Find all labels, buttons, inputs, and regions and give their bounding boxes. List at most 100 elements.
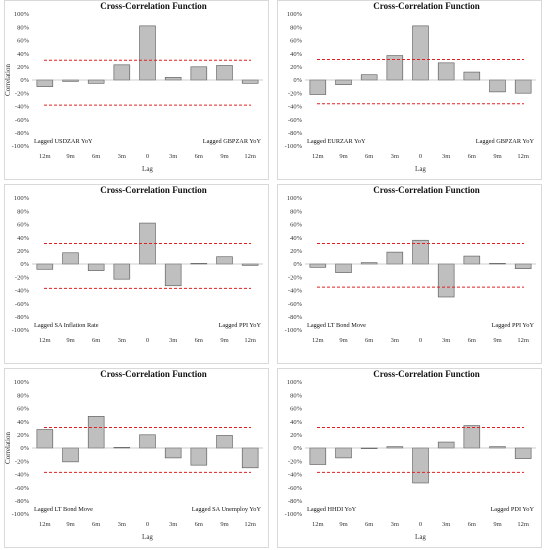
y-tick-label: 40% bbox=[17, 419, 30, 426]
y-tick-label: 80% bbox=[17, 392, 30, 399]
y-tick-label: -60% bbox=[15, 485, 30, 492]
bar bbox=[360, 74, 378, 81]
y-tick-label: -40% bbox=[15, 472, 30, 479]
chart-5-svg: Cross-Correlation Function 100% 80% 60% 40% 2… bbox=[4, 368, 269, 548]
y-tick-label: 80% bbox=[290, 392, 303, 399]
x-tick-label: 6m bbox=[365, 337, 373, 344]
y-tick-label: 100% bbox=[287, 11, 303, 18]
bar bbox=[139, 25, 156, 81]
x-tick-label: 6m bbox=[365, 521, 373, 528]
bar bbox=[437, 263, 455, 298]
bar bbox=[113, 64, 131, 81]
bar bbox=[62, 252, 79, 265]
y-tick-label: -60% bbox=[15, 301, 30, 308]
y-tick-label: -20% bbox=[288, 274, 303, 281]
y-tick-label: -40% bbox=[288, 288, 303, 295]
y-tick-label: -40% bbox=[288, 472, 303, 479]
bar bbox=[36, 429, 54, 449]
bar bbox=[463, 71, 481, 81]
target-series-label: Lagged GBPZAR YoY bbox=[203, 138, 262, 145]
x-tick-label: 9m bbox=[220, 337, 228, 344]
y-tick-label: 20% bbox=[290, 432, 303, 439]
y-tick-label: -60% bbox=[288, 485, 303, 492]
y-tick-label: 0% bbox=[20, 77, 29, 84]
x-tick-label: 6m bbox=[468, 153, 476, 160]
x-tick-label: 3m bbox=[442, 153, 450, 160]
y-tick-label: 100% bbox=[287, 195, 303, 202]
y-tick-label: -100% bbox=[285, 143, 303, 150]
x-tick-label: 3m bbox=[391, 153, 399, 160]
bar bbox=[412, 25, 429, 81]
bar bbox=[514, 447, 532, 459]
x-tick-label: 12m bbox=[39, 521, 51, 528]
x-tick-label: 6m bbox=[195, 337, 203, 344]
x-tick-label: 3m bbox=[442, 521, 450, 528]
bar bbox=[335, 447, 352, 459]
x-axis-label: Lag bbox=[415, 165, 426, 173]
y-tick-label: -60% bbox=[288, 117, 303, 124]
x-tick-label: 3m bbox=[169, 153, 177, 160]
y-tick-label: 60% bbox=[290, 406, 303, 413]
x-tick-label: 9m bbox=[66, 153, 74, 160]
target-series-label: Lagged PDI YoY bbox=[490, 506, 534, 513]
x-tick-label: 9m bbox=[339, 337, 347, 344]
y-tick-label: 60% bbox=[17, 406, 30, 413]
target-series-label: Lagged GBPZAR YoY bbox=[476, 138, 535, 145]
y-tick-label: 100% bbox=[14, 11, 30, 18]
bar bbox=[139, 434, 156, 449]
chart-6-svg: Cross-Correlation Function 100% 80% 60% 40% 2… bbox=[277, 368, 542, 548]
y-tick-label: 60% bbox=[17, 38, 30, 45]
y-tick-label: 100% bbox=[14, 379, 30, 386]
lagged-series-label: Lagged SA Inflation Rate bbox=[34, 322, 99, 329]
y-tick-label: 0% bbox=[293, 445, 302, 452]
lagged-series-label: Lagged LT Bond Move bbox=[307, 322, 366, 329]
x-tick-label: 0 bbox=[419, 521, 422, 528]
lagged-series-label: Lagged LT Bond Move bbox=[34, 506, 93, 513]
y-tick-label: 80% bbox=[290, 24, 303, 31]
x-tick-label: 3m bbox=[391, 521, 399, 528]
y-tick-label: 0% bbox=[20, 445, 29, 452]
x-axis-label: Lag bbox=[142, 165, 153, 173]
x-tick-label: 0 bbox=[419, 153, 422, 160]
x-tick-label: 9m bbox=[339, 153, 347, 160]
x-tick-label: 3m bbox=[118, 153, 126, 160]
chart-frame bbox=[277, 184, 542, 364]
bar bbox=[412, 447, 429, 484]
bar bbox=[437, 62, 455, 81]
bar bbox=[62, 447, 79, 463]
bar bbox=[463, 255, 481, 265]
x-tick-label: 6m bbox=[195, 153, 203, 160]
x-tick-label: 12m bbox=[312, 153, 324, 160]
y-tick-label: 100% bbox=[287, 379, 303, 386]
bar bbox=[216, 256, 233, 265]
lagged-series-label: Lagged HHDI YoY bbox=[307, 506, 357, 513]
x-tick-label: 3m bbox=[442, 337, 450, 344]
y-tick-label: -20% bbox=[15, 90, 30, 97]
bar bbox=[309, 263, 327, 268]
y-tick-label: -60% bbox=[15, 117, 30, 124]
bar bbox=[36, 79, 54, 87]
chart-1-svg: Cross-Correlation Function 100% 80% 60% 40% 2… bbox=[4, 0, 269, 180]
y-tick-label: -20% bbox=[288, 458, 303, 465]
bar bbox=[309, 447, 327, 465]
bar bbox=[335, 263, 352, 273]
y-tick-label: -80% bbox=[15, 498, 30, 505]
x-axis-label: Lag bbox=[142, 533, 153, 541]
chart-3-svg: Cross-Correlation Function 100% 80% 60% 40% 2… bbox=[4, 184, 269, 364]
y-tick-label: -80% bbox=[288, 314, 303, 321]
y-tick-label: 0% bbox=[293, 77, 302, 84]
bar bbox=[335, 79, 352, 85]
lagged-series-label: Lagged EURZAR YoY bbox=[307, 138, 366, 145]
bar bbox=[386, 251, 404, 265]
x-tick-label: 12m bbox=[517, 153, 529, 160]
x-tick-label: 0 bbox=[146, 521, 149, 528]
bar bbox=[36, 263, 54, 270]
y-tick-label: 100% bbox=[14, 195, 30, 202]
y-tick-label: -80% bbox=[288, 498, 303, 505]
x-tick-label: 0 bbox=[146, 337, 149, 344]
x-tick-label: 3m bbox=[169, 337, 177, 344]
y-tick-label: -20% bbox=[15, 274, 30, 281]
x-tick-label: 6m bbox=[92, 337, 100, 344]
y-axis-label: Correlation bbox=[4, 432, 12, 464]
y-tick-label: 80% bbox=[17, 24, 30, 31]
